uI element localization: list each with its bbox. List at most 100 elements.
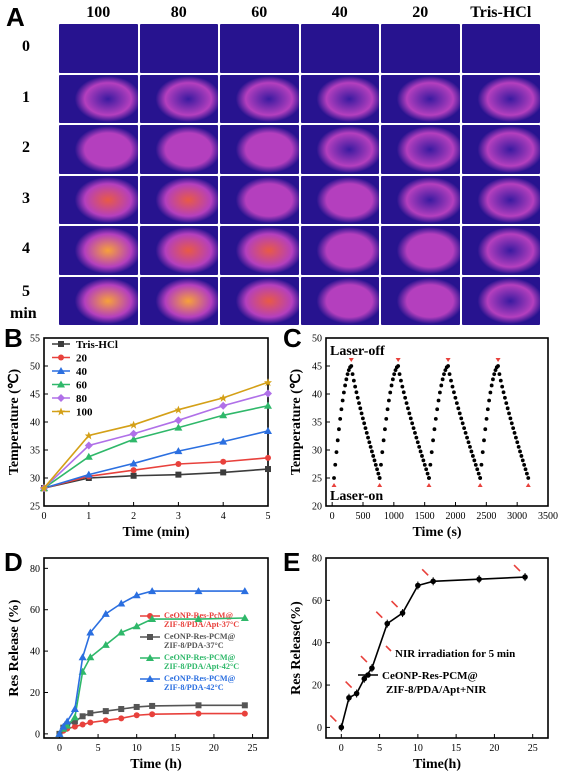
data-point [84, 431, 93, 440]
data-point [359, 411, 364, 416]
data-point [523, 467, 528, 472]
thermal-image [139, 24, 218, 73]
data-point [452, 390, 456, 395]
data-point [387, 398, 391, 403]
thermal-image [220, 125, 299, 174]
data-point [102, 717, 109, 724]
data-point [219, 393, 228, 402]
x-tick-label: 2 [131, 511, 136, 522]
data-point [355, 395, 360, 400]
data-point [459, 416, 464, 421]
y-tick-label: 35 [312, 418, 322, 429]
data-point [343, 383, 348, 388]
y-axis-label: Res Release (%) [7, 599, 22, 697]
data-point [332, 476, 336, 480]
data-point [349, 364, 354, 368]
y-tick-label: 0 [317, 723, 322, 734]
thermal-image [461, 226, 540, 275]
data-point [361, 675, 368, 682]
data-point [487, 398, 492, 403]
data-point [195, 702, 202, 709]
data-point [265, 454, 271, 461]
thermal-image [220, 24, 299, 73]
row-label: 3 [22, 189, 30, 207]
data-point [508, 416, 513, 421]
data-point [351, 378, 356, 383]
column-header: 40 [331, 4, 348, 21]
annotation-laser-off: Laser-off [330, 344, 385, 359]
data-point [133, 712, 140, 719]
data-point [514, 435, 518, 440]
data-point [264, 426, 272, 434]
thermal-image [300, 125, 379, 174]
y-tick-label: 60 [30, 605, 40, 616]
series-line [43, 457, 269, 489]
data-point [509, 421, 514, 426]
y-tick-label: 40 [312, 390, 322, 401]
data-point [388, 390, 393, 395]
thermal-image [300, 74, 379, 123]
thermal-image [59, 24, 138, 73]
data-point [335, 438, 340, 443]
data-point [430, 578, 436, 585]
data-point [78, 653, 87, 661]
x-tick-label: 5 [96, 743, 101, 754]
annotation-laser-on: Laser-on [330, 489, 383, 504]
data-point [470, 454, 475, 458]
data-point [425, 471, 430, 476]
data-point [485, 407, 490, 412]
y-axis-label: Temperature (℃) [289, 369, 304, 476]
y-tick-label: 40 [30, 647, 40, 658]
x-tick-label: 25 [248, 743, 258, 754]
data-point [413, 431, 417, 435]
nir-arrow [513, 564, 521, 572]
data-point [522, 574, 528, 580]
data-point [87, 719, 94, 726]
data-point [220, 469, 227, 476]
thermal-image [59, 125, 138, 174]
x-tick-label: 5 [266, 511, 271, 522]
column-header: 60 [251, 4, 268, 21]
chart-d-release-profiles: 0 5 10 15 20 25 0 20 40 60 80 Time (h) Res Release (… [7, 557, 269, 772]
thermal-image [139, 125, 218, 174]
y-tick-label: 80 [312, 554, 322, 565]
data-point [526, 476, 531, 480]
data-point [390, 377, 395, 382]
legend-label: 60 [76, 380, 88, 392]
legend-label-line2: ZIF-8/PDA/Apt-37°C [164, 620, 239, 629]
laser-on-marker [477, 483, 483, 487]
series-line [43, 430, 269, 489]
data-point [344, 377, 349, 382]
thermal-image [59, 74, 138, 123]
x-tick-label: 0 [330, 511, 335, 522]
data-point [501, 390, 506, 395]
data-point [460, 421, 465, 426]
data-point [515, 440, 520, 445]
legend-label: CeONP-Res-PCM@ [164, 653, 236, 662]
data-point [118, 715, 125, 722]
thermal-image [300, 276, 379, 325]
nir-arrow [421, 568, 429, 576]
data-point [480, 450, 485, 455]
nir-arrow [390, 600, 399, 608]
data-point [504, 401, 509, 406]
data-point [468, 444, 472, 449]
y-tick-label: 50 [312, 334, 322, 345]
data-point [415, 440, 420, 445]
y-tick-label: 25 [30, 502, 40, 513]
data-point [219, 437, 228, 445]
data-point [385, 407, 390, 412]
thermal-image [461, 74, 540, 123]
thermal-image [300, 175, 379, 224]
data-point [264, 378, 272, 387]
data-point [149, 702, 156, 709]
panel-label-c: C [283, 323, 302, 353]
data-point [346, 368, 351, 372]
data-point [403, 395, 408, 400]
data-point [393, 368, 398, 372]
data-point [129, 459, 138, 467]
y-tick-label: 45 [30, 390, 40, 401]
data-point [129, 429, 138, 438]
data-point [194, 587, 203, 595]
thermal-image [59, 276, 138, 325]
